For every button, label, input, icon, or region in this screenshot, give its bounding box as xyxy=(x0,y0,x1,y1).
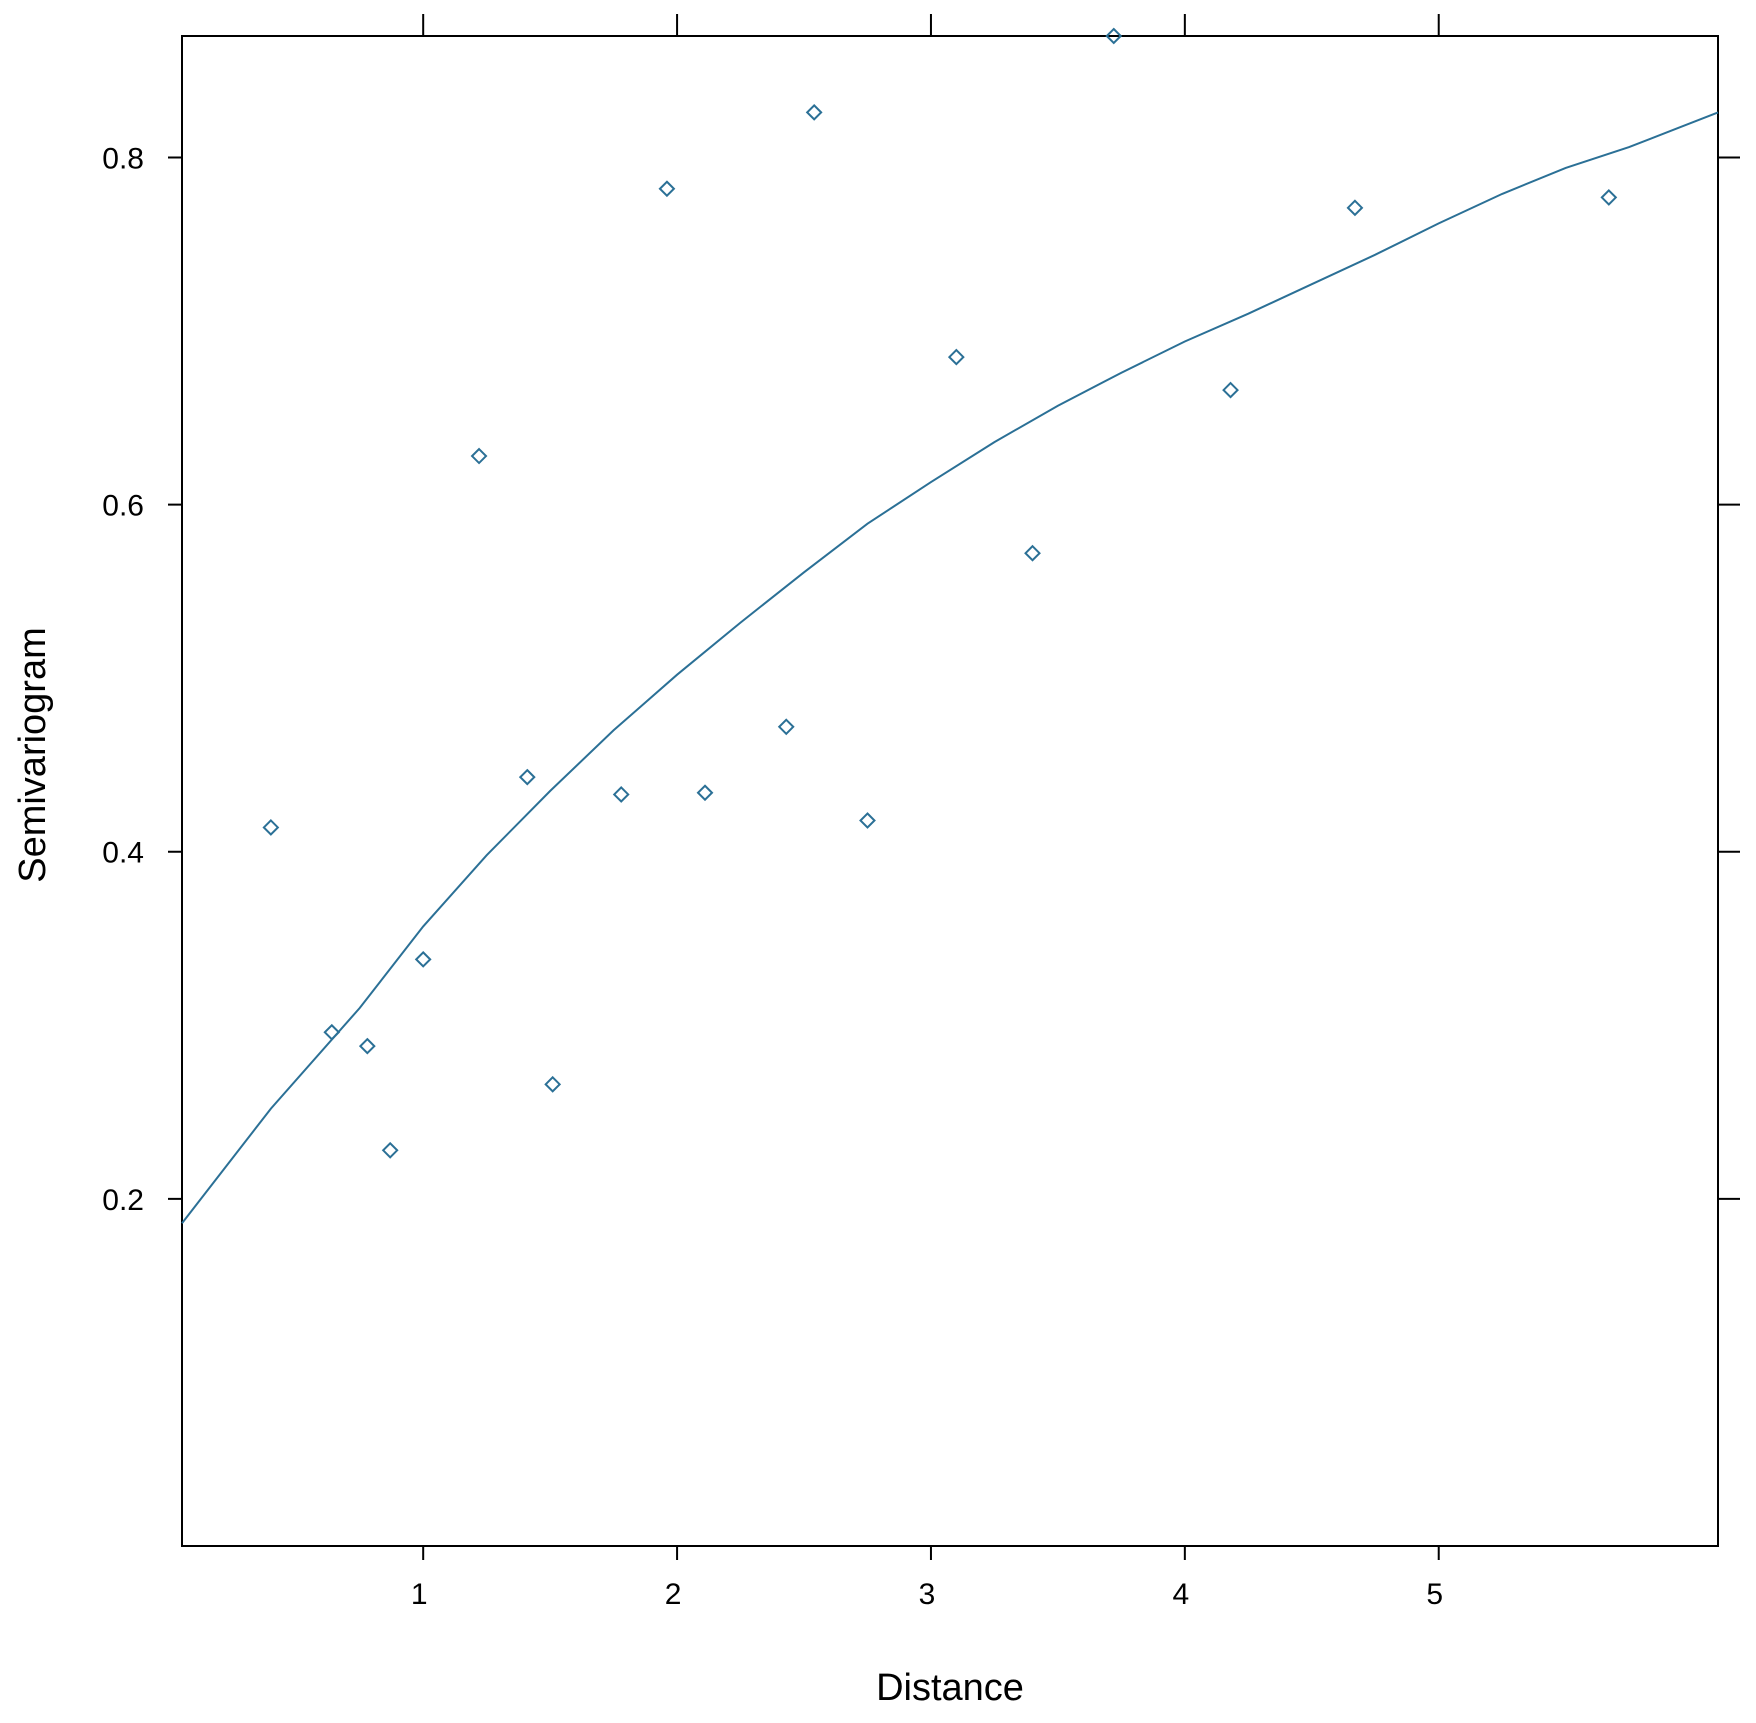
y-tick-label: 0.4 xyxy=(102,837,144,870)
x-tick-label: 5 xyxy=(1426,1578,1443,1611)
data-point xyxy=(1600,188,1618,206)
x-axis-title: Distance xyxy=(876,1667,1024,1709)
data-point xyxy=(518,768,536,786)
y-tick-label: 0.8 xyxy=(102,142,144,175)
data-point xyxy=(777,718,795,736)
chart-marks: 1 2 3 4 5 0.2 0.4 0.6 0.8 xyxy=(102,14,1740,1611)
data-point xyxy=(470,447,488,465)
data-point xyxy=(1024,544,1041,562)
x-tick-label: 4 xyxy=(1172,1578,1189,1611)
data-point xyxy=(358,1037,376,1055)
data-point xyxy=(1346,199,1364,217)
data-point xyxy=(544,1075,562,1093)
data-point xyxy=(612,786,630,803)
x-tick-label: 2 xyxy=(665,1578,682,1611)
data-point xyxy=(947,348,965,366)
data-point xyxy=(696,784,714,802)
data-point xyxy=(323,1023,341,1041)
data-point xyxy=(381,1141,399,1159)
data-point xyxy=(658,180,676,198)
y-tick-label: 0.2 xyxy=(102,1184,144,1217)
data-point xyxy=(1222,381,1239,399)
data-point xyxy=(859,812,876,829)
x-tick-label: 1 xyxy=(411,1578,428,1611)
fitted-curve xyxy=(181,111,1719,1224)
data-point xyxy=(262,819,280,836)
data-point xyxy=(1105,27,1123,45)
plot-frame xyxy=(181,35,1719,1547)
y-tick-label: 0.6 xyxy=(102,490,144,523)
data-point xyxy=(805,103,823,121)
x-tick-label: 3 xyxy=(919,1578,936,1611)
y-axis-title: Semivariogram xyxy=(12,627,54,883)
data-point xyxy=(414,950,432,968)
